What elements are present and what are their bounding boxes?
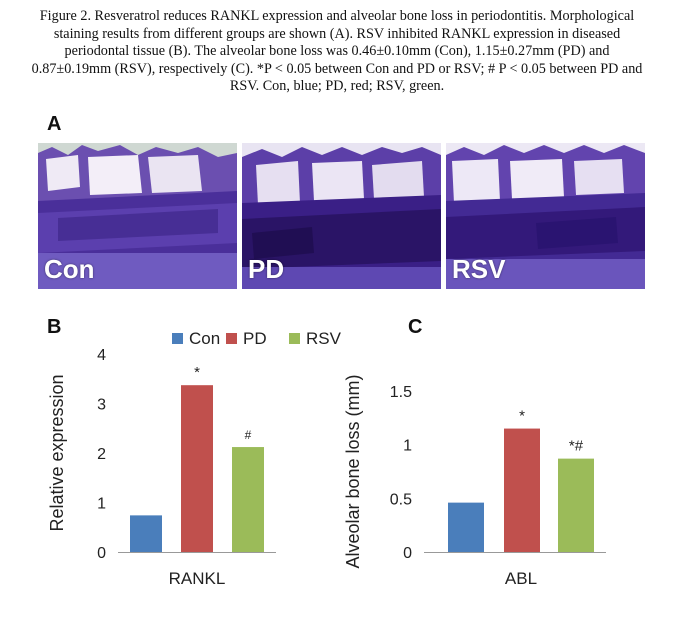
legend-label-con: Con <box>189 329 220 348</box>
rankl-bar-pd <box>181 385 213 552</box>
abl-ytick-label: 1.5 <box>390 384 412 401</box>
photo-con: Con <box>38 143 237 289</box>
figure-caption: Figure 2. Resveratrol reduces RANKL expr… <box>28 8 646 96</box>
rankl-ytick-label: 1 <box>97 496 106 513</box>
abl-annotation-rsv: *# <box>569 438 584 455</box>
rankl-x-axis-label: RANKL <box>169 569 226 588</box>
legend-swatch-pd <box>226 333 237 344</box>
rankl-y-axis-label: Relative expression <box>47 374 67 531</box>
jaw-image-rsv <box>446 143 645 289</box>
rankl-annotation-rsv: # <box>245 428 252 442</box>
rankl-bar-con <box>130 515 162 552</box>
rankl-bar-rsv <box>232 447 264 552</box>
legend-swatch-con <box>172 333 183 344</box>
panel-label-a: A <box>47 113 62 135</box>
abl-ytick-label: 0 <box>403 545 412 562</box>
rankl-ytick-label: 2 <box>97 446 106 463</box>
abl-bar-pd <box>504 428 540 552</box>
legend-swatch-rsv <box>289 333 300 344</box>
caption-text: Figure 2. Resveratrol reduces RANKL expr… <box>31 8 643 95</box>
panel-label-b: B <box>47 316 62 338</box>
photo-label-rsv: RSV <box>452 254 506 284</box>
abl-ytick-label: 1 <box>403 438 412 455</box>
abl-x-axis-label: ABL <box>505 569 537 588</box>
jaw-image-pd <box>242 143 441 289</box>
abl-y-axis-label: Alveolar bone loss (mm) <box>343 374 363 568</box>
abl-ytick-label: 0.5 <box>390 491 412 508</box>
rankl-ytick-label: 0 <box>97 545 106 562</box>
panel-label-c: C <box>408 316 423 338</box>
jaw-image-con <box>38 143 237 289</box>
photo-rsv: RSV <box>446 143 645 289</box>
photo-label-pd: PD <box>248 254 285 284</box>
rankl-ytick-label: 3 <box>97 397 106 414</box>
photo-label-con: Con <box>44 254 95 284</box>
rankl-annotation-pd: * <box>194 364 200 381</box>
abl-annotation-pd: * <box>519 408 525 425</box>
legend-label-pd: PD <box>243 329 267 348</box>
abl-bar-rsv <box>558 458 594 552</box>
photo-pd: PD <box>242 143 441 289</box>
legend-label-rsv: RSV <box>306 329 342 348</box>
abl-bar-con <box>448 502 484 552</box>
rankl-ytick-label: 4 <box>97 347 106 364</box>
